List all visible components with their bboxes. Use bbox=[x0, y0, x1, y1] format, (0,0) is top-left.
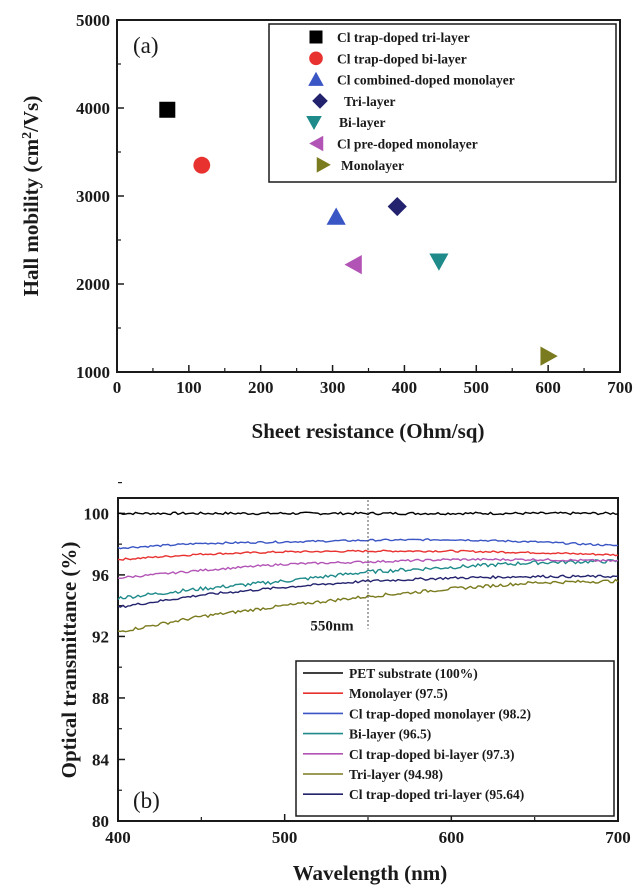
series-line bbox=[117, 574, 619, 609]
x-tick-label: 600 bbox=[535, 378, 561, 397]
scatter-points bbox=[159, 101, 558, 366]
legend-label: Monolayer bbox=[341, 158, 404, 173]
legend-marker bbox=[309, 51, 323, 66]
legend-label: Cl combined-doped monolayer bbox=[337, 73, 515, 88]
y-axis-title-a: Hall mobility (cm2/Vs) bbox=[19, 96, 43, 297]
legend-label: Tri-layer bbox=[344, 94, 395, 109]
x-tick-label: 600 bbox=[439, 828, 465, 847]
series-line bbox=[117, 578, 619, 633]
y-tick-label: 80 bbox=[92, 812, 109, 831]
y-tick-label: 96 bbox=[92, 566, 109, 585]
y-tick-label: 5000 bbox=[76, 11, 110, 30]
x-tick-label: 200 bbox=[248, 378, 274, 397]
legend-label: Bi-layer (96.5) bbox=[349, 727, 431, 742]
axis-ticks-b: 400 500 600 700 80 84 88 92 96 100 bbox=[84, 482, 631, 847]
legend-marker bbox=[308, 71, 324, 86]
series-line bbox=[117, 511, 619, 516]
legend-box-b bbox=[295, 660, 615, 817]
y-tick-label: 100 bbox=[84, 504, 110, 523]
panel-a: 0 100 200 300 400 500 600 700 1000 2000 3000 4000 50… bbox=[19, 11, 633, 443]
x-tick-label: 400 bbox=[392, 378, 418, 397]
legend-label: Cl pre-doped monolayer bbox=[337, 137, 478, 152]
legend-label: Cl trap-doped monolayer (98.2) bbox=[349, 706, 531, 721]
y-tick-label: 2000 bbox=[76, 275, 110, 294]
data-point bbox=[159, 101, 176, 118]
legend-marker bbox=[306, 115, 322, 130]
y-tick-label: 92 bbox=[92, 627, 109, 646]
legend-box-a bbox=[268, 23, 617, 183]
y-tick-label: 1000 bbox=[76, 363, 110, 382]
panel-b-label: (b) bbox=[133, 788, 160, 813]
x-tick-label: 500 bbox=[464, 378, 490, 397]
x-tick-label: 400 bbox=[105, 828, 131, 847]
data-point bbox=[344, 255, 362, 275]
legend-marker bbox=[312, 93, 328, 109]
axis-ticks-a: 0 100 200 300 400 500 600 700 1000 2000 3000 4000 50… bbox=[76, 11, 633, 397]
series-line bbox=[117, 549, 619, 561]
legend-label: Monolayer (97.5) bbox=[349, 686, 448, 701]
x-tick-label: 500 bbox=[272, 828, 298, 847]
x-tick-label: 0 bbox=[113, 378, 122, 397]
panel-b: 400 500 600 700 80 84 88 92 96 100 550nm (b) PET … bbox=[57, 482, 631, 885]
x-tick-label: 700 bbox=[607, 378, 633, 397]
wavelength-550-label: 550nm bbox=[310, 618, 354, 634]
legend-label: Cl trap-doped tri-layer (95.64) bbox=[349, 787, 524, 802]
legend-label: Tri-layer (94.98) bbox=[349, 767, 443, 782]
series-line bbox=[117, 558, 619, 600]
x-tick-label: 700 bbox=[605, 828, 631, 847]
legend-b: PET substrate (100%) Monolayer (97.5) Cl t… bbox=[303, 666, 531, 802]
legend-marker bbox=[309, 30, 323, 44]
data-point bbox=[326, 207, 346, 225]
y-tick-label: 4000 bbox=[76, 99, 110, 118]
data-point bbox=[193, 156, 211, 174]
series-line bbox=[117, 557, 619, 580]
data-point bbox=[387, 196, 407, 217]
legend-label: Bi-layer bbox=[339, 115, 386, 130]
x-axis-title-a: Sheet resistance (Ohm/sq) bbox=[252, 419, 485, 443]
x-tick-label: 300 bbox=[320, 378, 346, 397]
legend-marker bbox=[316, 157, 331, 173]
legend-label: Cl trap-doped bi-layer bbox=[337, 51, 467, 66]
legend-marker bbox=[309, 135, 324, 152]
y-tick-label: 88 bbox=[92, 689, 109, 708]
panel-a-label: (a) bbox=[133, 33, 159, 58]
legend-label: PET substrate (100%) bbox=[349, 666, 478, 681]
data-point bbox=[429, 253, 449, 271]
legend-label: Cl trap-doped tri-layer bbox=[337, 30, 470, 45]
legend-a: Cl trap-doped tri-layer Cl trap-doped bi-… bbox=[306, 30, 515, 173]
x-tick-label: 100 bbox=[176, 378, 202, 397]
y-tick-label: 3000 bbox=[76, 187, 110, 206]
legend-label: Cl trap-doped bi-layer (97.3) bbox=[349, 747, 515, 762]
y-tick-label: 84 bbox=[92, 750, 110, 769]
data-point bbox=[540, 346, 558, 366]
x-axis-title-b: Wavelength (nm) bbox=[293, 861, 448, 885]
y-axis-title-b: Optical transmittance (%) bbox=[57, 542, 81, 779]
